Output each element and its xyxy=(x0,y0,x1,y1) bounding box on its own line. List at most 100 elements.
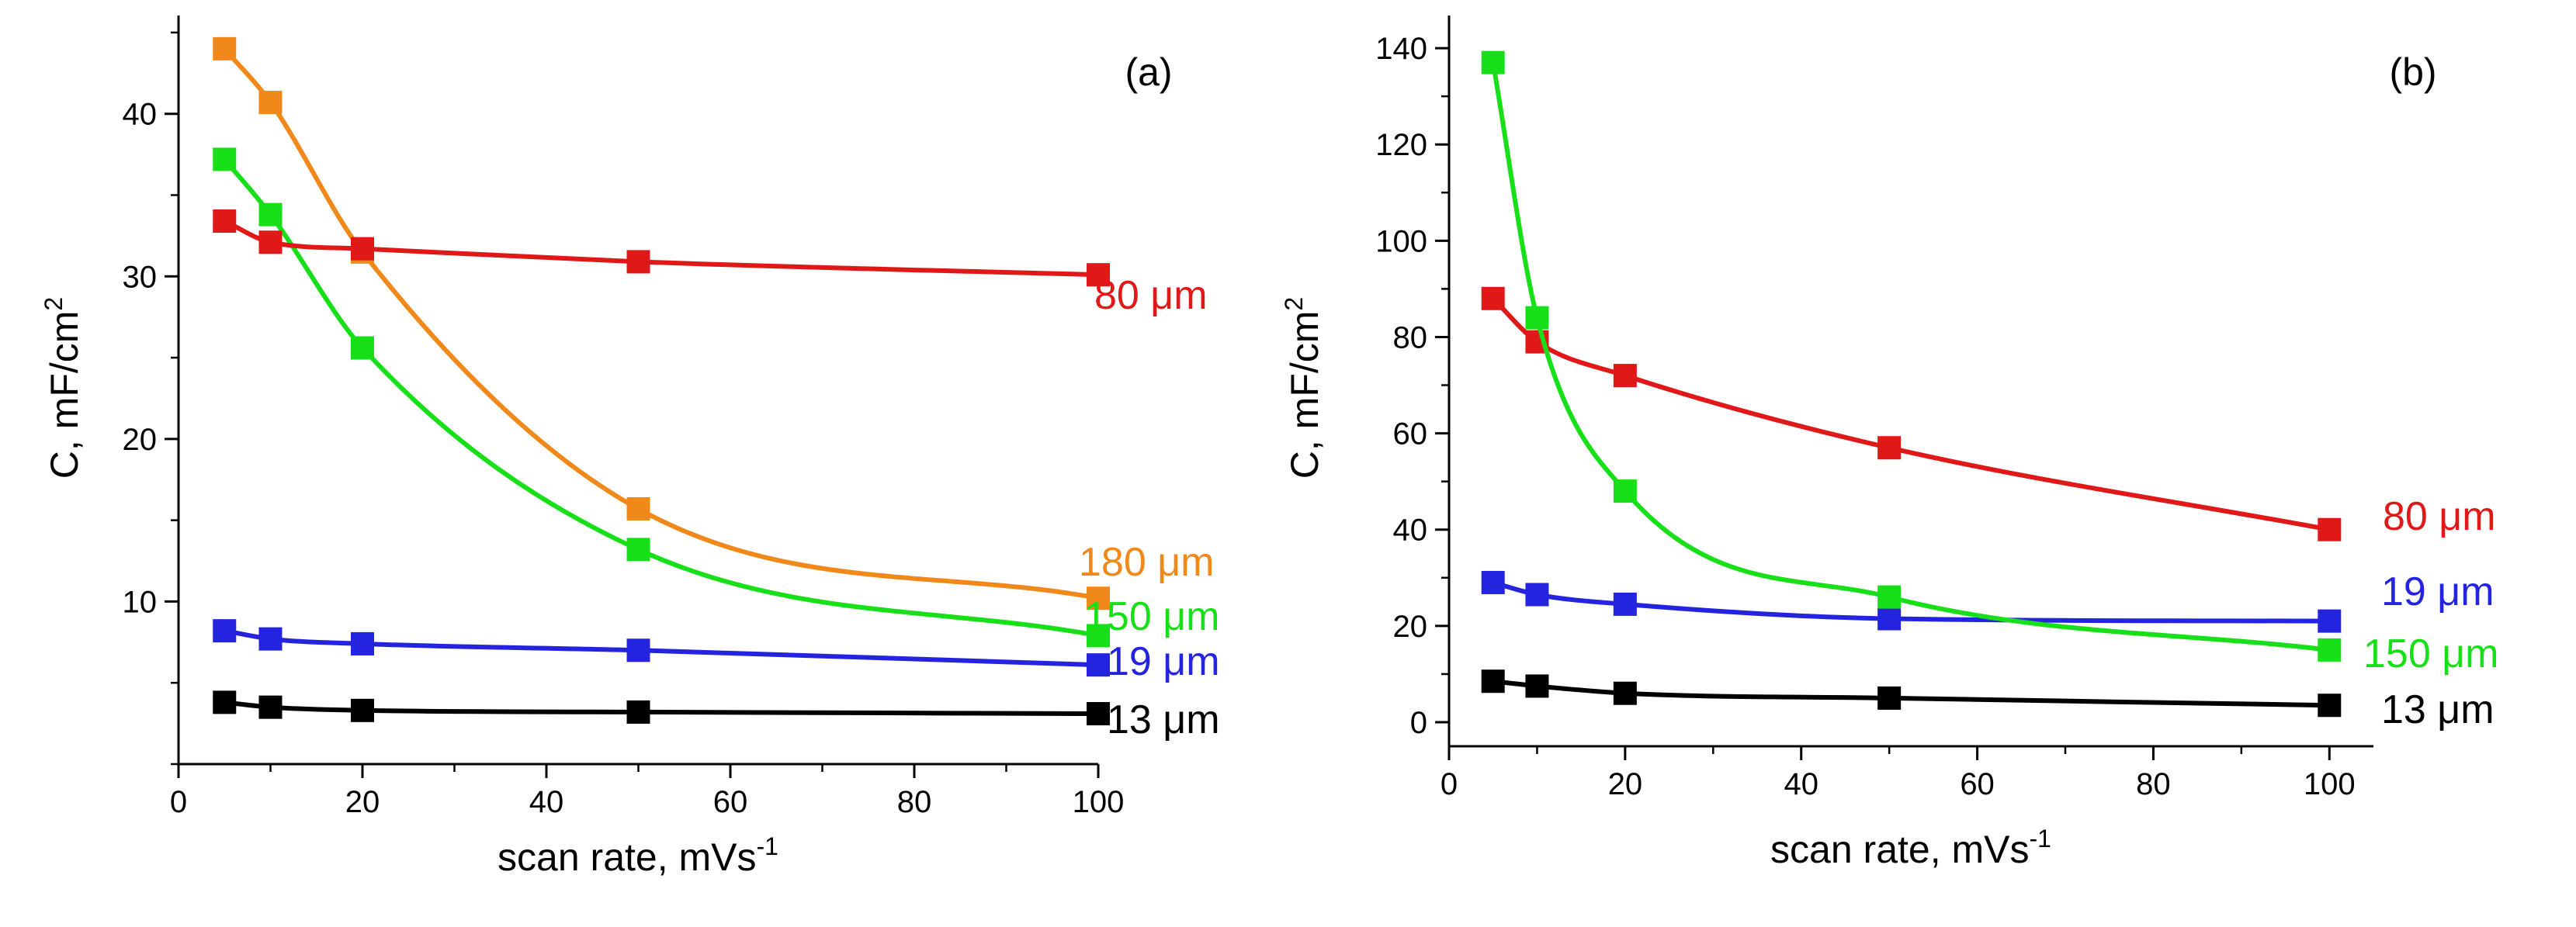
data-point xyxy=(626,538,650,562)
data-point xyxy=(1087,586,1110,611)
data-point xyxy=(626,250,650,274)
data-point xyxy=(351,237,374,261)
series-label: 150 μm xyxy=(2363,631,2498,676)
series-150-um: 150 μm xyxy=(1481,50,2498,676)
series-line xyxy=(1490,60,2332,652)
data-point xyxy=(1481,50,1505,74)
y-tick-label: 40 xyxy=(123,98,158,132)
y-tick-label: 20 xyxy=(123,423,158,457)
data-point xyxy=(1613,364,1637,388)
x-tick-label: 0 xyxy=(1441,767,1458,801)
data-point xyxy=(351,698,374,722)
data-point xyxy=(1613,681,1637,705)
data-point xyxy=(2318,638,2342,662)
series-label: 19 μm xyxy=(2381,569,2495,614)
series-label: 13 μm xyxy=(1107,697,1220,742)
x-tick-label: 0 xyxy=(170,785,187,819)
y-axis-title-text: C, mF/cm xyxy=(1283,311,1326,479)
data-point xyxy=(2318,694,2342,718)
x-axis-title-sup: -1 xyxy=(757,832,778,860)
data-point xyxy=(1525,583,1549,607)
data-point xyxy=(1481,669,1505,694)
panel-b: 0 20 40 60 80 100 120 140 0 20 40 60 80 100 scan rate,… xyxy=(1280,16,2498,871)
series-line xyxy=(222,46,1101,601)
data-point xyxy=(258,627,283,651)
x-tick-label: 60 xyxy=(1960,767,1995,801)
y-axis-title-sup: 2 xyxy=(1280,297,1308,311)
data-point xyxy=(213,147,237,171)
series-180-um: 180 μm xyxy=(213,36,1214,611)
data-point xyxy=(1877,686,1902,710)
data-point xyxy=(2318,517,2342,541)
data-point xyxy=(626,638,650,662)
data-point xyxy=(351,336,374,360)
y-axis-title-sup: 2 xyxy=(40,297,68,311)
x-axis-title-sup: -1 xyxy=(2030,825,2051,853)
y-tick-label: 100 xyxy=(1375,224,1427,258)
y-tick-label: 10 xyxy=(123,585,158,619)
data-point xyxy=(1613,479,1637,503)
data-point xyxy=(1481,570,1505,594)
x-axis-title: scan rate, mVs-1 xyxy=(498,832,778,879)
series-150-um: 150 μm xyxy=(213,147,1219,648)
data-point xyxy=(2318,609,2342,633)
x-axis-title: scan rate, mVs-1 xyxy=(1770,825,2051,871)
axes: 10 20 30 40 0 20 40 60 80 100 xyxy=(123,16,1125,819)
x-tick-label: 60 xyxy=(713,785,748,819)
series-13-um: 13 μm xyxy=(213,690,1220,742)
series-13-um: 13 μm xyxy=(1481,669,2495,732)
data-point xyxy=(213,209,237,233)
data-point xyxy=(258,91,283,115)
x-tick-label: 40 xyxy=(529,785,564,819)
series-label: 150 μm xyxy=(1084,594,1219,639)
data-point xyxy=(1877,436,1902,460)
series-label: 180 μm xyxy=(1079,540,1214,585)
x-tick-label: 80 xyxy=(897,785,932,819)
y-tick-label: 20 xyxy=(1393,610,1428,644)
data-point xyxy=(213,619,237,643)
data-point xyxy=(1087,702,1110,726)
y-tick-label: 0 xyxy=(1410,706,1427,740)
series-80-um: 80 μm xyxy=(213,209,1208,318)
data-point xyxy=(213,690,237,714)
data-point xyxy=(626,700,650,724)
data-point xyxy=(213,36,237,61)
data-point xyxy=(258,695,283,719)
panel-a: 10 20 30 40 0 20 40 60 80 100 scan rate, mVs-1 C, m… xyxy=(40,16,1220,879)
y-tick-label: 40 xyxy=(1393,514,1428,548)
data-point xyxy=(258,202,283,227)
y-tick-label: 60 xyxy=(1393,417,1428,451)
y-tick-label: 80 xyxy=(1393,320,1428,355)
series-label: 19 μm xyxy=(1107,639,1220,684)
x-tick-label: 20 xyxy=(1608,767,1643,801)
y-axis-title: C, mF/cm2 xyxy=(40,297,86,479)
series-label: 80 μm xyxy=(2383,494,2496,539)
x-axis-title-text: scan rate, mVs xyxy=(498,835,756,879)
x-tick-label: 100 xyxy=(1073,785,1125,819)
data-point xyxy=(258,230,283,254)
data-point xyxy=(626,496,650,521)
series-19-um: 19 μm xyxy=(213,619,1220,684)
y-tick-label: 140 xyxy=(1375,32,1427,66)
y-tick-label: 120 xyxy=(1375,128,1427,162)
y-axis-title-text: C, mF/cm xyxy=(43,311,86,479)
data-point xyxy=(1525,674,1549,698)
y-tick-label: 30 xyxy=(123,260,158,294)
data-point xyxy=(1087,263,1110,287)
series-label: 13 μm xyxy=(2381,687,2495,732)
data-point xyxy=(1613,592,1637,616)
data-point xyxy=(1877,585,1902,609)
data-point xyxy=(1481,286,1505,310)
y-axis-title: C, mF/cm2 xyxy=(1280,297,1326,479)
series-label: 80 μm xyxy=(1094,273,1208,318)
x-tick-label: 20 xyxy=(345,785,380,819)
data-point xyxy=(1877,607,1902,631)
data-point xyxy=(351,631,374,655)
panel-label: (b) xyxy=(2389,50,2436,94)
x-axis-title-text: scan rate, mVs xyxy=(1770,828,2029,871)
data-point xyxy=(1087,624,1110,648)
x-tick-label: 40 xyxy=(1784,767,1818,801)
data-point xyxy=(1087,653,1110,677)
panel-label: (a) xyxy=(1125,50,1172,94)
